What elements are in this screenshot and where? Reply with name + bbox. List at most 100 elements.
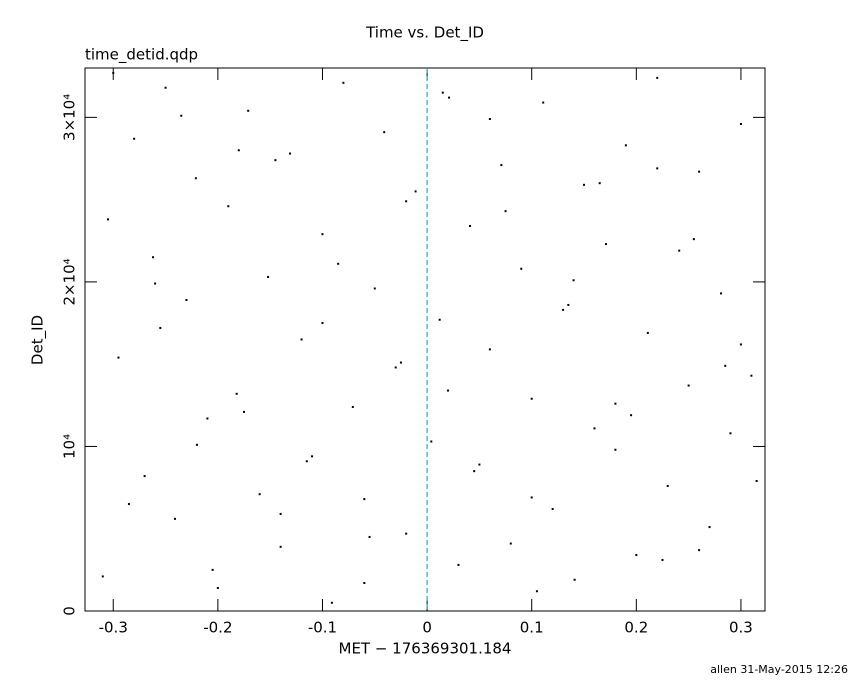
point [227,205,230,208]
point [441,91,444,94]
point [755,480,758,483]
point [630,414,633,417]
point [206,417,209,420]
point [614,448,617,451]
plot-frame [84,67,766,612]
point [185,299,188,302]
point [535,590,538,593]
point [363,498,366,501]
point [567,303,570,306]
point [583,183,586,186]
chart-title: Time vs. Det_ID [365,24,484,43]
point [542,101,545,104]
point [572,279,575,282]
point [500,164,503,167]
point [457,563,460,566]
point [383,131,386,134]
point [342,81,345,84]
point [274,159,277,162]
point [488,348,491,351]
point [646,331,649,334]
point [720,292,723,295]
x-axis-label: MET − 176369301.184 [339,640,512,658]
point [430,440,433,443]
point [614,402,617,405]
point [152,256,154,259]
point [405,200,408,203]
point [235,392,238,395]
point [509,542,512,545]
point [604,243,607,246]
point [143,475,146,478]
point [739,122,742,125]
point [127,503,130,506]
point [173,517,176,520]
point [373,287,376,290]
point [267,275,270,278]
point [211,568,214,571]
point [448,96,451,99]
point [708,526,711,529]
y-tick-label: 10⁴ [61,434,79,459]
point [159,326,162,329]
point [368,535,371,538]
point [311,455,314,458]
x-tick-label: -0.2 [203,619,232,637]
point [279,512,282,515]
point [112,71,115,74]
point [661,558,664,561]
point [687,384,690,387]
point [698,170,701,173]
point [562,308,565,311]
point [724,364,727,367]
point [321,322,324,325]
point [194,177,197,180]
point [447,389,450,392]
point [247,109,250,112]
footer: allen 31-May-2015 12:26 [710,663,848,676]
point [394,366,397,369]
point [164,86,167,89]
y-tick-label: 2×10⁴ [61,258,79,305]
point [666,484,669,487]
point [399,361,402,364]
point [473,470,476,473]
chart-subtitle: time_detid.qdp [85,46,198,65]
point [750,374,753,377]
point [530,397,533,400]
point [243,410,246,413]
point [258,493,261,496]
y-tick-label: 0 [61,606,79,616]
point [624,144,627,147]
point [405,532,408,535]
point [729,432,732,435]
point [305,460,308,463]
point [573,578,576,581]
point [468,224,471,227]
point [216,586,219,589]
point [321,233,324,236]
point [551,507,554,510]
point [289,152,292,155]
point [593,427,596,430]
point [504,210,507,213]
x-tick-label: 0 [422,619,432,637]
point [101,575,104,578]
point [154,282,157,285]
point [237,149,240,152]
point [520,267,523,270]
point [656,167,659,170]
point [739,343,742,346]
point [195,443,198,446]
point [598,182,601,185]
point [279,545,282,548]
x-tick-label: -0.3 [99,619,128,637]
point [351,405,354,408]
point [698,549,701,552]
point [107,218,110,221]
x-tick-label: 0.2 [624,619,648,637]
point [133,137,136,140]
point [488,118,491,121]
point [414,190,417,193]
